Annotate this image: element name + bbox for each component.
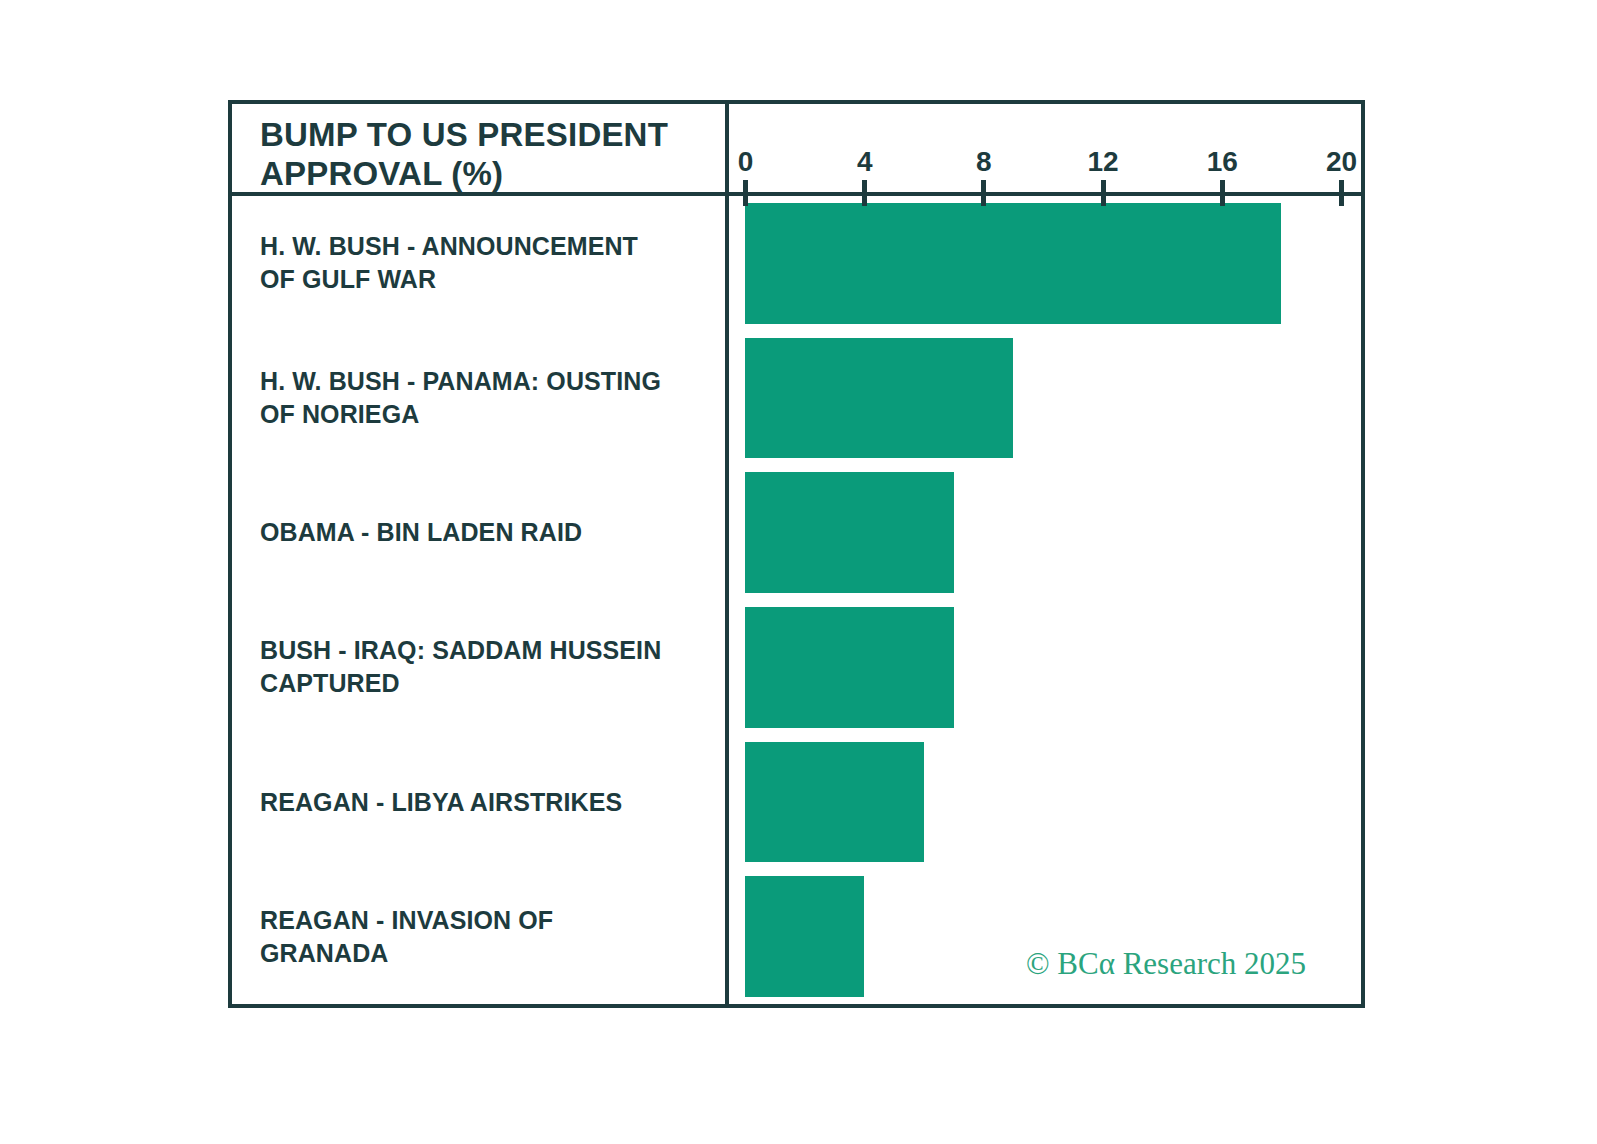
chart-frame: BUMP TO US PRESIDENT APPROVAL (%) 0 4 8 12 1… [228, 100, 1365, 1008]
bar [745, 742, 924, 863]
chart-row: REAGAN - INVASION OF GRANADA [232, 869, 1361, 1004]
x-axis-tick-label: 0 [738, 146, 754, 178]
bar [745, 472, 954, 593]
copyright-note: © BCα Research 2025 [1026, 946, 1306, 982]
chart-row: OBAMA - BIN LADEN RAID [232, 465, 1361, 600]
category-label: BUSH - IRAQ: SADDAM HUSSEIN CAPTURED [232, 634, 729, 700]
chart-canvas: BUMP TO US PRESIDENT APPROVAL (%) 0 4 8 12 1… [0, 0, 1597, 1144]
x-axis-tick-label: 4 [857, 146, 873, 178]
category-label: REAGAN - INVASION OF GRANADA [232, 904, 729, 970]
chart-title: BUMP TO US PRESIDENT APPROVAL (%) [232, 104, 725, 192]
bar [745, 203, 1281, 324]
x-axis-tick-label: 20 [1326, 146, 1357, 178]
bar [745, 876, 864, 997]
x-axis-tick-label: 12 [1088, 146, 1119, 178]
category-label: OBAMA - BIN LADEN RAID [232, 516, 729, 549]
x-axis-tick-label: 16 [1207, 146, 1238, 178]
category-label: REAGAN - LIBYA AIRSTRIKES [232, 786, 729, 819]
bar-rows: H. W. BUSH - ANNOUNCEMENT OF GULF WAR H. … [232, 196, 1361, 1004]
chart-row: H. W. BUSH - PANAMA: OUSTING OF NORIEGA [232, 331, 1361, 466]
category-label: H. W. BUSH - ANNOUNCEMENT OF GULF WAR [232, 230, 729, 296]
column-divider [725, 104, 729, 1004]
bar [745, 607, 954, 728]
chart-row: REAGAN - LIBYA AIRSTRIKES [232, 735, 1361, 870]
bar [745, 338, 1013, 459]
x-axis-tick-label: 8 [976, 146, 992, 178]
category-label: H. W. BUSH - PANAMA: OUSTING OF NORIEGA [232, 365, 729, 431]
x-axis-line [232, 192, 1361, 196]
chart-row: H. W. BUSH - ANNOUNCEMENT OF GULF WAR [232, 196, 1361, 331]
chart-row: BUSH - IRAQ: SADDAM HUSSEIN CAPTURED [232, 600, 1361, 735]
